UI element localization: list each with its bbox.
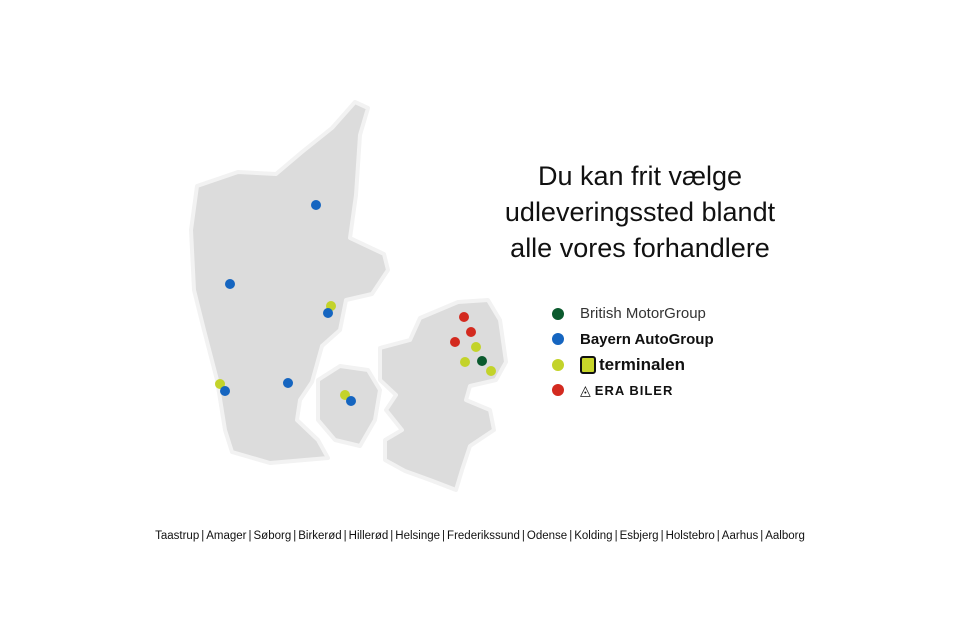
dealer-location-marker — [225, 279, 235, 289]
legend-label: terminalen — [599, 354, 685, 374]
separator: | — [760, 530, 764, 542]
separator: | — [716, 530, 720, 542]
terminalen-logo-icon — [580, 355, 596, 374]
city-name: Birkerød — [298, 530, 342, 542]
legend-label: ERA BILER — [594, 382, 674, 398]
city-name: Holstebro — [665, 530, 715, 542]
headline: Du kan frit vælge udleveringssted blandt… — [470, 158, 810, 266]
headline-line: Du kan frit vælge — [537, 161, 743, 191]
city-name: Taastrup — [155, 530, 200, 542]
city-list: Taastrup | Amager | Søborg | Birkerød | Hillerød… — [0, 530, 960, 542]
dealer-location-marker — [215, 379, 225, 389]
dealer-location-marker — [323, 308, 333, 318]
legend-item-bayern-autogroup: Bayern AutoGroup — [552, 327, 714, 353]
city-name: Amager — [206, 530, 247, 542]
dealer-location-marker — [311, 200, 321, 210]
city-name: Hillerød — [348, 530, 389, 542]
headline-line: alle vores forhandlere — [510, 233, 770, 263]
separator: | — [442, 530, 446, 542]
era-logo-icon: ◬ — [580, 381, 591, 398]
city-name: Kolding — [574, 530, 613, 542]
dot-icon — [552, 358, 564, 371]
dealer-location-marker — [471, 342, 481, 352]
legend-item-british-motorgroup: British MotorGroup — [552, 301, 714, 327]
legend-label: British MotorGroup — [580, 305, 706, 323]
dot-icon — [552, 307, 564, 320]
separator: | — [614, 530, 618, 542]
separator: | — [660, 530, 664, 542]
dealer-location-marker — [460, 357, 470, 367]
city-name: Aalborg — [765, 530, 805, 542]
city-name: Søborg — [253, 530, 292, 542]
separator: | — [569, 530, 573, 542]
city-name: Helsinge — [395, 530, 441, 542]
city-name: Frederikssund — [447, 530, 520, 542]
dealer-location-marker — [477, 356, 487, 366]
dot-icon — [552, 333, 564, 346]
separator: | — [390, 530, 394, 542]
dealer-location-marker — [486, 366, 496, 376]
funen — [316, 364, 382, 448]
legend: British MotorGroup Bayern AutoGroup term… — [552, 301, 714, 403]
separator: | — [521, 530, 525, 542]
dealer-location-marker — [220, 386, 230, 396]
legend-item-era-biler: ◬ ERA BILER — [552, 378, 714, 404]
dealer-location-marker — [450, 337, 460, 347]
city-name: Esbjerg — [619, 530, 659, 542]
separator: | — [343, 530, 347, 542]
dealer-location-marker — [459, 312, 469, 322]
dealer-location-marker — [283, 378, 293, 388]
separator: | — [201, 530, 205, 542]
legend-item-terminalen: terminalen — [552, 352, 714, 378]
city-name: Aarhus — [721, 530, 759, 542]
jutland — [189, 100, 390, 465]
dealer-location-marker — [346, 396, 356, 406]
city-name: Odense — [526, 530, 568, 542]
dealer-location-marker — [466, 327, 476, 337]
separator: | — [248, 530, 252, 542]
headline-line: udleveringssted blandt — [504, 197, 776, 227]
separator: | — [293, 530, 297, 542]
dot-icon — [552, 384, 564, 397]
legend-label: Bayern AutoGroup — [580, 330, 714, 348]
zealand — [378, 298, 508, 492]
